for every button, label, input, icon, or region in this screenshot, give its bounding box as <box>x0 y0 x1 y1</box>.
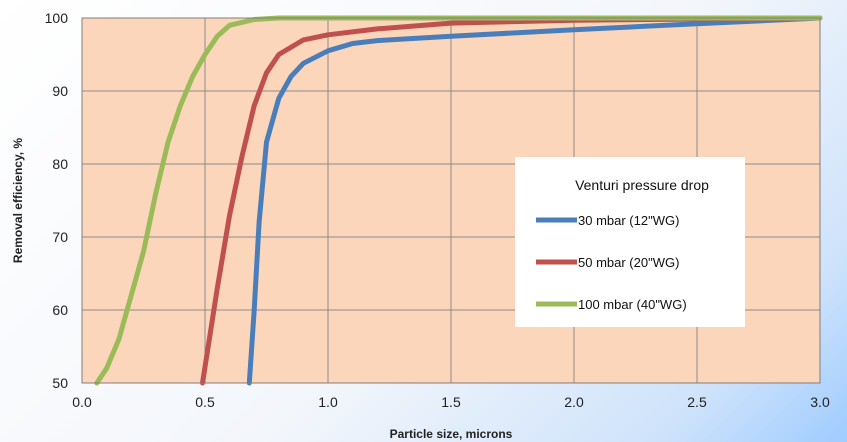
y-tick-label: 80 <box>52 156 68 172</box>
y-tick-label: 60 <box>52 302 68 318</box>
legend-label: 30 mbar (12"WG) <box>578 213 679 228</box>
series-line-3 <box>94 15 823 386</box>
x-tick-label: 2.5 <box>687 394 707 410</box>
series-line-1 <box>246 15 823 386</box>
legend-label: 100 mbar (40"WG) <box>578 297 687 312</box>
x-tick-label: 1.5 <box>441 394 461 410</box>
legend-label: 50 mbar (20"WG) <box>578 255 679 270</box>
y-tick-label: 50 <box>52 375 68 391</box>
y-axis-ticks: 50 60 70 80 90 100 <box>45 10 69 391</box>
series-line-2 <box>200 15 823 386</box>
legend: Venturi pressure drop 30 mbar (12"WG) 50 … <box>515 157 745 327</box>
y-tick-label: 70 <box>52 229 68 245</box>
x-tick-label: 2.0 <box>564 394 584 410</box>
x-tick-label: 0.0 <box>72 394 92 410</box>
plot-frame <box>81 17 821 384</box>
x-tick-label: 1.0 <box>318 394 338 410</box>
x-tick-label: 3.0 <box>810 394 830 410</box>
x-axis-ticks: 0.0 0.5 1.0 1.5 2.0 2.5 3.0 <box>72 394 830 410</box>
y-tick-label: 90 <box>52 83 68 99</box>
series-lines <box>94 15 823 386</box>
y-tick-label: 100 <box>45 10 69 26</box>
legend-box <box>515 157 745 327</box>
y-axis-title: Removal efficiency, % <box>11 138 25 263</box>
x-axis-title: Particle size, microns <box>390 427 513 441</box>
x-tick-label: 0.5 <box>195 394 215 410</box>
legend-title: Venturi pressure drop <box>575 177 709 193</box>
